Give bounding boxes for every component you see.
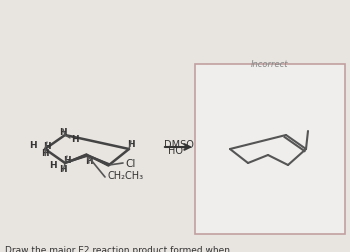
Text: H: H [59, 164, 67, 173]
Text: H: H [127, 139, 135, 148]
Polygon shape [65, 154, 88, 164]
FancyBboxPatch shape [195, 65, 345, 234]
Text: H: H [49, 161, 57, 170]
Text: Incorrect: Incorrect [251, 60, 289, 69]
Text: H: H [63, 155, 71, 164]
Text: H: H [85, 156, 93, 165]
Text: HO⁻: HO⁻ [168, 145, 189, 155]
Text: Draw the major E2 reaction product formed when cis-1-chloro-2-ethylcyclohexane (: Draw the major E2 reaction product forme… [5, 245, 317, 252]
Text: H: H [43, 141, 51, 150]
Polygon shape [87, 155, 110, 167]
Text: Cl: Cl [125, 158, 135, 168]
Text: DMSO: DMSO [163, 139, 194, 149]
Text: H: H [41, 148, 49, 158]
Text: H: H [71, 135, 79, 144]
Text: H: H [59, 128, 67, 137]
Text: H: H [29, 140, 37, 149]
Text: CH₂CH₃: CH₂CH₃ [107, 170, 143, 180]
